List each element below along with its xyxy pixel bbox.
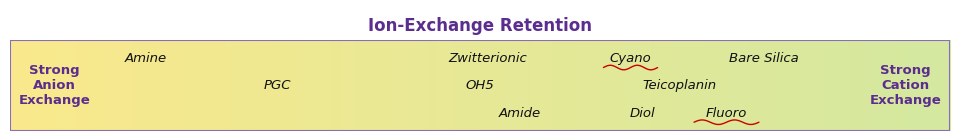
Text: Bare Silica: Bare Silica <box>730 52 799 65</box>
Text: Cyano: Cyano <box>610 52 652 65</box>
Text: Diol: Diol <box>630 107 656 120</box>
Text: PGC: PGC <box>264 79 292 92</box>
Text: Teicoplanin: Teicoplanin <box>642 79 716 92</box>
Text: Fluoro: Fluoro <box>706 107 747 120</box>
Text: Zwitterionic: Zwitterionic <box>448 52 527 65</box>
Text: Ion-Exchange Retention: Ion-Exchange Retention <box>368 17 592 35</box>
Text: Strong
Cation
Exchange: Strong Cation Exchange <box>870 64 941 107</box>
Text: Amide: Amide <box>498 107 540 120</box>
Text: Strong
Anion
Exchange: Strong Anion Exchange <box>19 64 90 107</box>
Text: OH5: OH5 <box>466 79 494 92</box>
Text: Amine: Amine <box>125 52 167 65</box>
